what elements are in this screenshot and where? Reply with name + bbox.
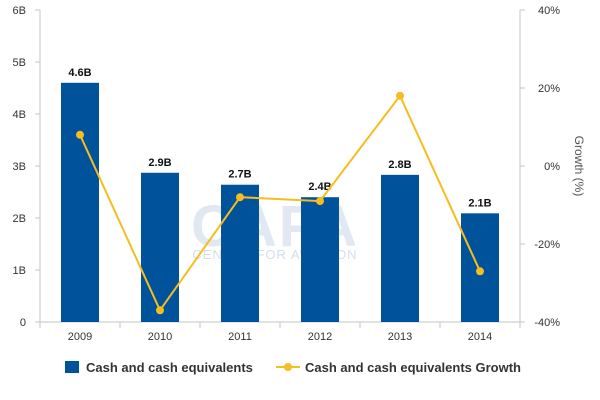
growth-line (76, 91, 484, 315)
growth-point (396, 91, 404, 100)
bar (221, 184, 259, 322)
x-tick-label: 2014 (468, 331, 492, 343)
growth-point (476, 267, 484, 276)
legend-line-label: Cash and cash equivalents Growth (305, 360, 521, 375)
growth-point (236, 193, 244, 202)
x-tick-label: 2011 (228, 331, 252, 343)
x-tick-label: 2010 (148, 331, 172, 343)
growth-series-line (79, 93, 481, 313)
legend: Cash and cash equivalents Cash and cash e… (65, 360, 521, 375)
bar-value-label: 4.6B (68, 67, 91, 79)
left-tick-label: 6B (13, 5, 26, 17)
growth-point (76, 130, 84, 139)
bar-value-label: 2.8B (388, 159, 411, 171)
left-tick-label: 1B (13, 265, 26, 277)
right-axis-title: Growth (%) (572, 136, 586, 197)
legend-bar-swatch (65, 361, 79, 373)
bar-value-label: 2.7B (228, 169, 251, 181)
bar-labels: 4.6B 2.9B 2.7B 2.4B 2.8B 2.1B (68, 67, 491, 210)
right-tick-label: 0% (544, 161, 560, 173)
x-ticks: 2009 2010 2011 2012 2013 2014 (39, 322, 521, 343)
left-tick-label: 5B (13, 57, 26, 69)
x-tick-label: 2009 (68, 331, 92, 343)
bar (301, 197, 339, 322)
x-tick-label: 2013 (388, 331, 412, 343)
bars (61, 82, 499, 322)
legend-line-marker (284, 363, 292, 371)
right-ticks: -40% -20% 0% 20% 40% (520, 5, 560, 329)
right-tick-label: 40% (538, 5, 560, 17)
right-tick-label: -20% (534, 239, 560, 251)
left-tick-label: 0 (20, 317, 26, 329)
legend-bar-label: Cash and cash equivalents (86, 360, 253, 375)
bar-value-label: 2.9B (148, 157, 171, 169)
bar (381, 174, 419, 322)
left-ticks: 0 1B 2B 3B 4B 5B 6B (13, 5, 40, 329)
left-tick-label: 3B (13, 161, 26, 173)
bar (141, 172, 179, 322)
x-tick-label: 2012 (308, 331, 332, 343)
bar-value-label: 2.1B (468, 197, 491, 209)
growth-point (316, 197, 324, 206)
bar-value-label: 2.4B (308, 181, 331, 193)
axes (39, 10, 521, 323)
left-tick-label: 4B (13, 109, 26, 121)
left-tick-label: 2B (13, 213, 26, 225)
growth-point (156, 306, 164, 315)
right-tick-label: 20% (538, 83, 560, 95)
right-tick-label: -40% (534, 317, 560, 329)
bar (61, 82, 99, 322)
